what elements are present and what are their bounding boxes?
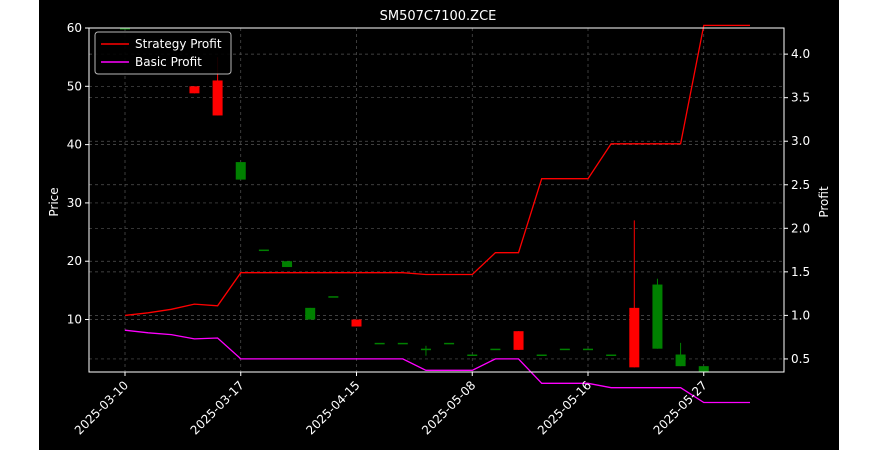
candle-body-15 bbox=[513, 331, 524, 350]
candle-body-10 bbox=[397, 342, 408, 345]
candle-body-21 bbox=[652, 284, 663, 349]
legend-label-basic: Basic Profit bbox=[135, 55, 202, 69]
candle-body-5 bbox=[282, 261, 293, 268]
candle-body-4 bbox=[258, 249, 269, 252]
profit-lines bbox=[124, 24, 750, 404]
y2-tick-label-4: 2.5 bbox=[791, 178, 810, 192]
y-axis-label: Price bbox=[47, 187, 61, 216]
candles bbox=[120, 28, 709, 372]
y2-tick-label-3: 2.0 bbox=[791, 221, 810, 235]
grid bbox=[89, 27, 784, 372]
y-tick-label-4: 50 bbox=[67, 79, 82, 93]
chart-title: SM507C7100.ZCE bbox=[380, 9, 497, 24]
y2-tick-label-5: 3.0 bbox=[791, 134, 810, 148]
legend: Strategy Profit Basic Profit bbox=[94, 31, 232, 75]
y-tick-label-1: 20 bbox=[67, 254, 82, 268]
candle-body-17 bbox=[559, 348, 570, 351]
candle-body-18 bbox=[583, 348, 593, 351]
figure-frame: 10 20 30 40 50 60 0.5 1.0 1.5 2.0 2.5 3.0 3.5 4.0 2025… bbox=[39, 0, 839, 450]
candle-body-9 bbox=[374, 342, 385, 345]
y-tick-label-0: 10 bbox=[67, 313, 82, 327]
y2-tick-label-0: 0.5 bbox=[791, 352, 810, 366]
y-tick-label-3: 40 bbox=[67, 138, 82, 152]
candle-body-6 bbox=[305, 307, 316, 320]
candle-body-12 bbox=[444, 342, 455, 345]
plot-frame bbox=[88, 27, 785, 373]
candle-body-22 bbox=[675, 354, 686, 367]
candle-body-20 bbox=[629, 307, 640, 368]
y2-axis-label: Profit bbox=[817, 186, 831, 218]
candle-body-23 bbox=[698, 366, 709, 372]
candle-body-3 bbox=[235, 162, 246, 180]
chart: 1020304050600.51.01.52.02.53.03.54.02025… bbox=[39, 0, 839, 450]
y2-tick-label-2: 1.5 bbox=[791, 265, 810, 279]
candle-body-7 bbox=[328, 296, 339, 298]
legend-label-strategy: Strategy Profit bbox=[135, 37, 222, 51]
y-tick-label-2: 30 bbox=[67, 196, 82, 210]
candle-body-16 bbox=[536, 354, 547, 357]
series-line-basic-profit bbox=[124, 329, 750, 404]
candle-body-19 bbox=[606, 354, 617, 357]
y2-tick-label-1: 1.0 bbox=[791, 308, 810, 322]
legend-box bbox=[94, 31, 232, 75]
candle-body-0 bbox=[120, 28, 130, 30]
series-line-strategy-profit bbox=[124, 24, 750, 317]
candle-body-13 bbox=[467, 354, 478, 357]
candle-body-2 bbox=[212, 80, 223, 116]
candle-body-14 bbox=[490, 348, 501, 351]
y-tick-label-5: 60 bbox=[67, 21, 82, 35]
y2-tick-label-6: 3.5 bbox=[791, 91, 810, 105]
y2-tick-label-7: 4.0 bbox=[791, 47, 810, 61]
candle-body-1 bbox=[189, 86, 200, 94]
candle-body-11 bbox=[420, 348, 431, 351]
candle-body-8 bbox=[351, 319, 362, 327]
